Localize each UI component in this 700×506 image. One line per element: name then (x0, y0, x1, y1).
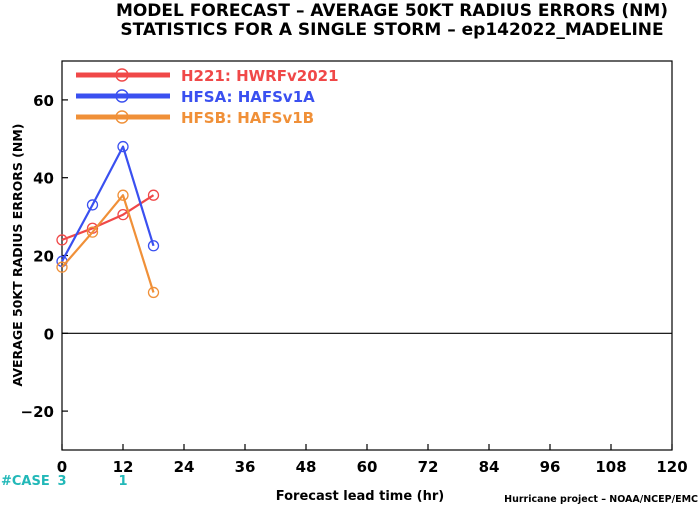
x-tick-label: 60 (357, 458, 378, 476)
x-tick-label: 72 (418, 458, 439, 476)
series-point-3 (86, 226, 99, 238)
legend-marker-1 (115, 68, 129, 82)
y-tick-label: 20 (33, 248, 54, 266)
series-point-3 (56, 261, 68, 273)
legend-label-1: H221: HWRFv2021 (181, 67, 339, 85)
x-tick-label: 48 (296, 458, 317, 476)
legend-marker-2 (115, 89, 129, 103)
x-tick-label: 36 (235, 458, 256, 476)
x-tick-label: 120 (656, 458, 687, 476)
case-count-value: 1 (118, 474, 127, 489)
x-tick-label: 108 (595, 458, 626, 476)
legend-label-2: HFSA: HAFSv1A (181, 88, 315, 106)
case-count-value: 3 (57, 474, 66, 489)
case-count-label: #CASE (1, 474, 50, 489)
x-tick-label: 12 (113, 458, 134, 476)
chart-title-line1: MODEL FORECAST – AVERAGE 50KT RADIUS ERR… (116, 1, 668, 21)
series-line-2 (61, 145, 155, 262)
series-line-3 (61, 194, 155, 293)
x-tick-label: 96 (540, 458, 561, 476)
series-point-3 (147, 286, 160, 299)
x-tick-label: 0 (57, 458, 67, 476)
series-point-1 (147, 189, 160, 201)
chart-title-line2: STATISTICS FOR A SINGLE STORM – ep142022… (120, 20, 663, 40)
series-point-3 (117, 189, 129, 201)
credit-text: Hurricane project – NOAA/NCEP/EMC (504, 494, 698, 505)
series-point-2 (147, 240, 160, 252)
y-tick-label: −20 (21, 403, 54, 421)
series-point-2 (86, 199, 99, 211)
legend-marker-3 (115, 110, 129, 124)
y-tick-label: 40 (33, 170, 54, 188)
y-axis-label: AVERAGE 50KT RADIUS ERRORS (NM) (10, 123, 25, 386)
x-axis-label: Forecast lead time (hr) (276, 489, 444, 504)
x-tick-label: 24 (174, 458, 195, 476)
y-tick-label: 60 (33, 92, 54, 110)
series-point-1 (56, 234, 68, 246)
y-tick-label: 0 (44, 325, 54, 343)
x-tick-label: 84 (479, 458, 500, 476)
legend-label-3: HFSB: HAFSv1B (181, 109, 314, 127)
series-point-2 (117, 140, 129, 153)
